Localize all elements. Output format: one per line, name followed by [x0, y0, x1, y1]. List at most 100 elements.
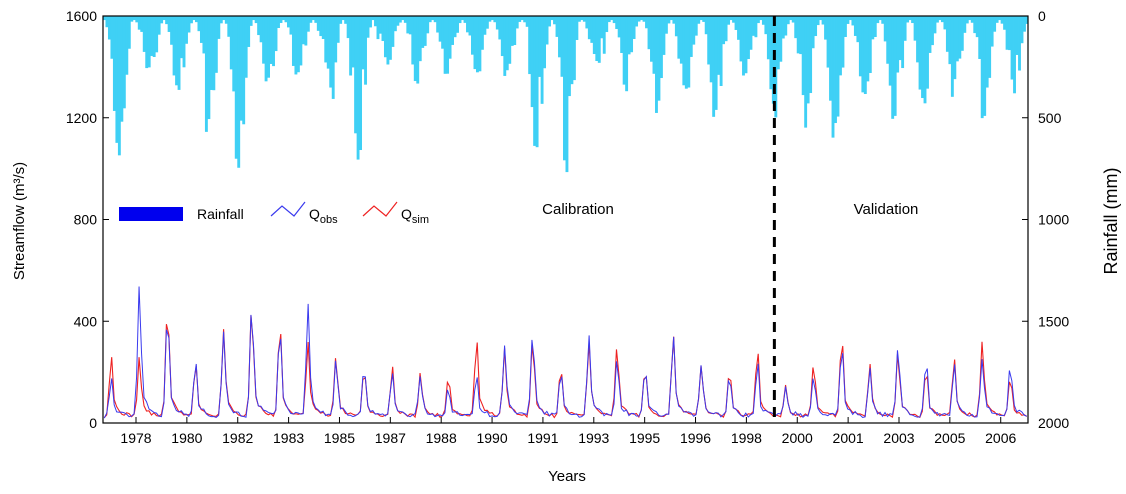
rainfall-bar	[744, 16, 748, 74]
rainfall-bar	[722, 16, 726, 45]
x-tick-label: 1980	[171, 430, 202, 446]
rainfall-bar	[227, 16, 231, 37]
rainfall-bar	[861, 16, 865, 93]
rainfall-bar	[572, 16, 576, 81]
legend-qobs-sub: obs	[320, 214, 338, 226]
rainfall-bar	[485, 16, 489, 29]
rainfall-bar	[1015, 16, 1019, 55]
rainfall-bar	[911, 16, 915, 24]
rainfall-bar	[888, 16, 892, 86]
rainfall-bar	[284, 16, 288, 23]
rainfall-bar	[252, 16, 256, 21]
rainfall-bar	[269, 16, 273, 64]
rainfall-bar	[883, 16, 887, 42]
rainfall-bar	[247, 16, 251, 47]
rainfall-bar	[326, 16, 330, 69]
legend-qobs-label: Qobs	[309, 206, 338, 226]
x-tick-label: 2006	[985, 430, 1016, 446]
rainfall-bar	[468, 16, 472, 36]
rainfall-bar	[272, 16, 275, 67]
rainfall-bar	[928, 16, 932, 53]
rainfall-bar	[786, 16, 790, 25]
rainfall-bar	[759, 16, 763, 21]
rainfall-bar	[329, 16, 333, 88]
rainfall-bar	[461, 16, 464, 21]
rainfall-bar	[316, 16, 320, 31]
x-tick-label: 1991	[527, 430, 558, 446]
rainfall-bar	[232, 16, 236, 92]
rainfall-bar	[903, 16, 907, 41]
rainfall-bar	[287, 16, 290, 28]
rainfall-bar	[620, 16, 624, 53]
x-tick-label: 2003	[883, 430, 914, 446]
rainfall-bar	[202, 16, 206, 54]
rainfall-bar	[602, 16, 606, 54]
rainfall-bar	[697, 16, 701, 24]
rainfall-bar	[955, 16, 959, 62]
rainfall-bar	[550, 16, 554, 21]
rainfall-bar	[448, 16, 452, 59]
rainfall-bar	[784, 16, 788, 36]
y2-tick-label: 2000	[1038, 415, 1069, 431]
rainfall-bar	[1020, 16, 1024, 44]
rainfall-bar	[896, 16, 900, 73]
rainfall-bar	[142, 16, 146, 52]
rainfall-bar	[451, 16, 455, 45]
rainfall-bar	[289, 16, 293, 35]
y-tick-label: 400	[74, 313, 98, 329]
rainfall-bar	[401, 16, 405, 21]
rainfall-bar	[321, 16, 325, 39]
rainfall-bar	[916, 16, 919, 63]
rainfall-bar	[662, 16, 666, 55]
rainfall-bar	[729, 16, 733, 21]
rainfall-bar	[361, 16, 365, 70]
rainfall-bar	[764, 16, 768, 35]
rainfall-bar	[224, 16, 228, 24]
rainfall-bar	[523, 16, 527, 23]
rainfall-bar	[296, 16, 300, 73]
rainfall-bar	[585, 16, 589, 29]
y-tick-label: 0	[89, 415, 97, 431]
rainfall-bar	[538, 16, 542, 77]
rainfall-bar	[127, 16, 131, 49]
rainfall-bar	[418, 16, 422, 62]
rainfall-bar	[525, 16, 529, 27]
rainfall-bar	[351, 16, 355, 68]
rainfall-bar	[314, 16, 318, 23]
rainfall-bar	[503, 16, 507, 76]
rainfall-bar	[724, 16, 728, 42]
rainfall-bar	[217, 16, 221, 39]
rainfall-bar	[274, 16, 278, 52]
rainfall-bar	[881, 16, 885, 24]
rainfall-bar	[175, 16, 178, 86]
rainfall-bar	[898, 16, 902, 61]
y2-tick-label: 500	[1038, 110, 1062, 126]
rainfall-bar	[386, 16, 390, 65]
rainfall-bar	[605, 16, 609, 33]
rainfall-bar	[652, 16, 656, 74]
rainfall-bar	[891, 16, 895, 119]
rainfall-bar	[471, 16, 474, 55]
rainfall-bar	[515, 16, 519, 29]
rainfall-bar	[475, 16, 479, 73]
rainfall-bar	[635, 16, 639, 27]
x-axis-label: Years	[548, 468, 586, 485]
x-tick-label: 1988	[426, 430, 457, 446]
rainfall-bar	[841, 16, 845, 68]
rainfall-bar	[779, 16, 783, 62]
rainfall-bar	[406, 16, 410, 34]
rainfall-bar	[553, 16, 556, 25]
rainfall-bar	[162, 16, 166, 21]
rainfall-bar	[1000, 16, 1004, 24]
rainfall-bar	[438, 16, 442, 42]
qobs-line	[103, 286, 1027, 419]
rainfall-bar	[993, 16, 997, 32]
rainfall-bar	[692, 16, 696, 45]
rainfall-bar	[393, 16, 397, 32]
rainfall-bar	[267, 16, 270, 78]
rainfall-bar	[682, 16, 686, 86]
rainfall-bar	[839, 16, 842, 76]
rainfall-bar	[834, 16, 837, 124]
rainfall-bar	[364, 16, 367, 85]
